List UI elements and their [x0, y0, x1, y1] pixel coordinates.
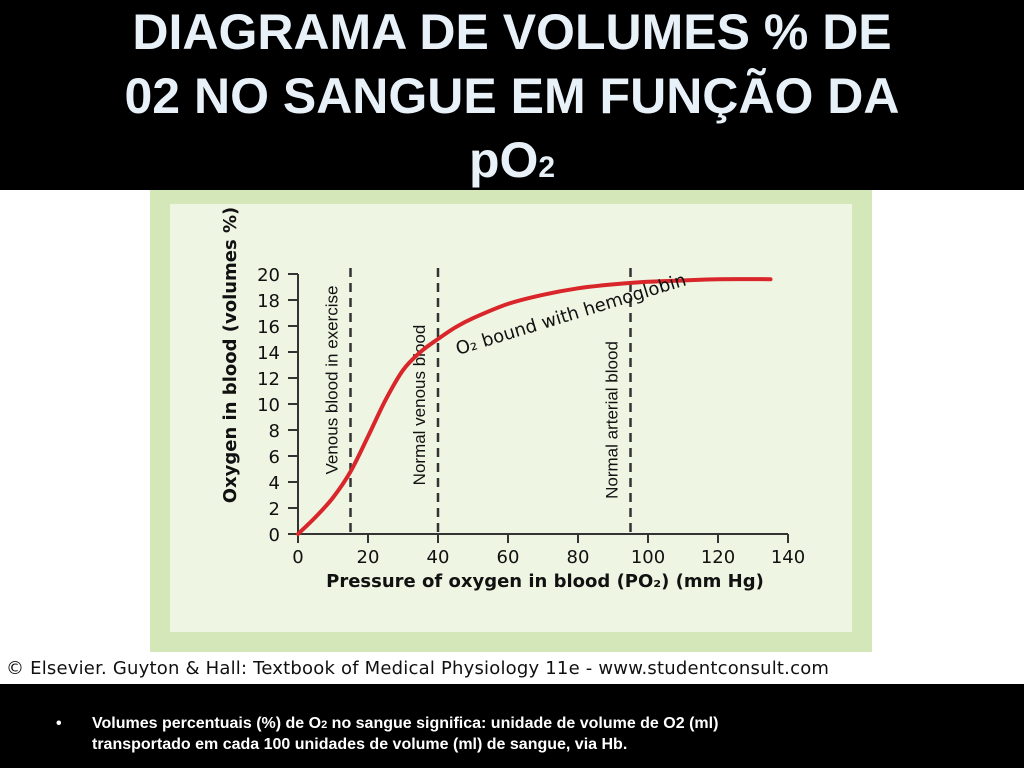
title-line-2: 02 NO SANGUE EM FUNÇÃO DA: [124, 68, 900, 124]
x-tick-label: 80: [567, 547, 590, 568]
bullet-marker: •: [56, 715, 62, 732]
title-po-subscript: 2: [538, 151, 556, 184]
reference-line-label: Venous blood in exercise: [323, 285, 342, 474]
x-axis-label: Pressure of oxygen in blood (PO₂) (mm Hg…: [326, 571, 764, 592]
bullet-text: Volumes percentuais (%) de O2 no sangue …: [92, 714, 972, 754]
y-tick-label: 4: [269, 473, 280, 494]
bullet-text-part2: no sangue significa: unidade de volume d…: [327, 715, 719, 732]
x-tick-label: 60: [497, 547, 520, 568]
y-tick-label: 10: [257, 395, 280, 416]
series-label: O₂ bound with hemoglobin: [453, 270, 688, 360]
x-tick-label: 140: [771, 547, 805, 568]
y-tick-label: 6: [269, 447, 280, 468]
reference-line-label: Normal arterial blood: [603, 341, 622, 499]
y-axis-label: Oxygen in blood (volumes %): [220, 207, 241, 504]
figure-panel: 0 2 4 6 8 10 12 14 16 18 20 0 20 40 60 80 100 120 140 Ven…: [0, 190, 1024, 684]
x-tick-label: 40: [427, 547, 450, 568]
bullet-text-part1: Volumes percentuais (%) de O: [92, 715, 322, 732]
y-tick-label: 2: [269, 499, 280, 520]
y-tick-label: 20: [257, 265, 280, 286]
y-tick-label: 12: [257, 369, 280, 390]
y-tick-label: 0: [269, 525, 280, 546]
figure-background: [170, 204, 852, 632]
title-po-text: pO: [468, 132, 539, 188]
bullet-subscript: 2: [321, 719, 328, 731]
y-tick-label: 14: [257, 343, 280, 364]
reference-line-label: Normal venous blood: [410, 325, 429, 486]
copyright-credit: © Elsevier. Guyton & Hall: Textbook of M…: [6, 658, 830, 679]
slide-title: DIAGRAMA DE VOLUMES % DE 02 NO SANGUE EM…: [0, 0, 1024, 192]
y-tick-label: 16: [257, 317, 280, 338]
x-tick-label: 120: [701, 547, 735, 568]
y-tick-label: 18: [257, 291, 280, 312]
oxygen-saturation-curve: [296, 277, 773, 536]
x-tick-label: 0: [292, 547, 303, 568]
x-tick-label: 20: [357, 547, 380, 568]
oxygen-dissociation-chart: 0 2 4 6 8 10 12 14 16 18 20 0 20 40 60 80 100 120 140 Ven…: [220, 207, 805, 592]
x-tick-label: 100: [631, 547, 665, 568]
title-line-3: pO2: [0, 128, 1024, 200]
figure-frame: [150, 190, 872, 652]
title-line-1: DIAGRAMA DE VOLUMES % DE: [132, 4, 892, 60]
y-tick-label: 8: [269, 421, 280, 442]
bullet-text-line2: transportado em cada 100 unidades de vol…: [92, 736, 628, 753]
